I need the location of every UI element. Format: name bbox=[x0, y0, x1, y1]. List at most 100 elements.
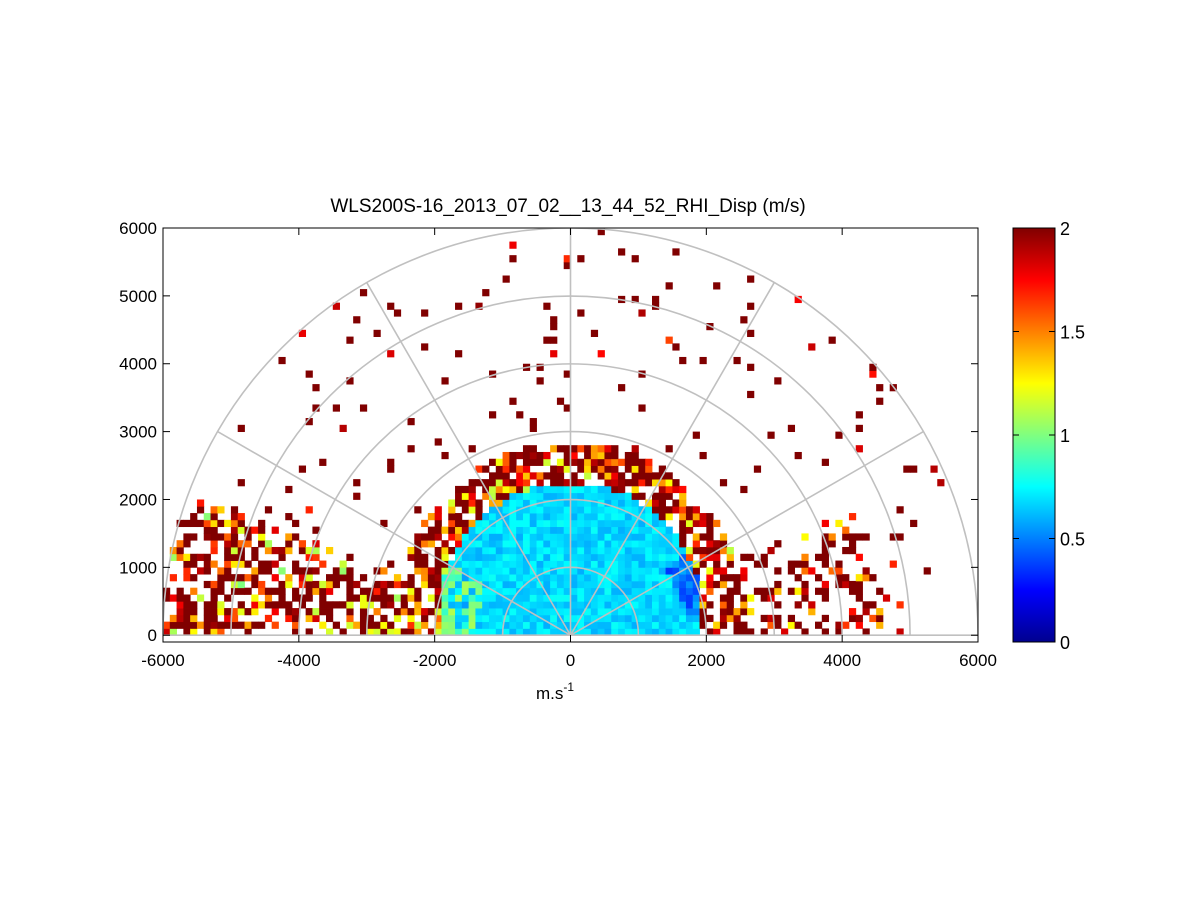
data-cell bbox=[502, 492, 510, 500]
data-cell bbox=[760, 628, 768, 636]
data-cell bbox=[312, 587, 320, 595]
data-cell bbox=[468, 506, 476, 514]
data-cell bbox=[726, 601, 734, 609]
data-cell bbox=[584, 587, 592, 595]
data-cell bbox=[516, 533, 524, 541]
data-cell bbox=[692, 621, 700, 629]
data-cell bbox=[495, 506, 503, 514]
data-cell bbox=[380, 580, 388, 589]
data-cell bbox=[889, 533, 897, 541]
data-cell bbox=[848, 608, 857, 616]
data-cell bbox=[631, 553, 639, 561]
data-cell bbox=[482, 608, 490, 616]
data-cell bbox=[509, 567, 517, 575]
data-cell bbox=[685, 519, 694, 528]
data-cell bbox=[563, 479, 571, 487]
data-cell bbox=[387, 601, 395, 609]
data-cell bbox=[713, 621, 721, 629]
data-cell bbox=[441, 601, 449, 609]
data-cell bbox=[475, 302, 483, 310]
data-cell bbox=[509, 580, 517, 589]
data-cell bbox=[529, 587, 537, 595]
data-cell bbox=[448, 594, 456, 602]
data-cell bbox=[821, 553, 829, 561]
data-cell bbox=[495, 601, 503, 609]
data-cell bbox=[475, 594, 483, 602]
data-cell bbox=[563, 499, 571, 507]
data-cell bbox=[366, 628, 374, 636]
data-cell bbox=[665, 567, 673, 575]
data-cell bbox=[747, 329, 755, 337]
y-tick-label: 1000 bbox=[119, 558, 157, 577]
data-cell bbox=[434, 628, 442, 636]
data-cell bbox=[618, 485, 626, 494]
data-cell bbox=[495, 458, 503, 466]
data-cell bbox=[312, 540, 320, 548]
data-cell bbox=[679, 499, 687, 507]
data-cell bbox=[597, 350, 605, 358]
data-cell bbox=[665, 621, 673, 629]
data-cell bbox=[604, 614, 612, 623]
data-cell bbox=[740, 316, 748, 324]
data-cell bbox=[543, 472, 551, 480]
data-cell bbox=[570, 580, 578, 589]
data-cell bbox=[611, 614, 619, 623]
data-cell bbox=[529, 418, 537, 426]
data-cell bbox=[441, 608, 449, 616]
data-cell bbox=[618, 594, 626, 602]
data-cell bbox=[631, 451, 639, 460]
data-cell bbox=[726, 614, 734, 623]
data-cell bbox=[543, 621, 551, 629]
data-cell bbox=[570, 574, 578, 582]
x-tick-label: -4000 bbox=[277, 651, 320, 670]
data-cell bbox=[509, 621, 517, 629]
data-cell bbox=[353, 316, 361, 324]
data-cell bbox=[285, 485, 293, 494]
data-cell bbox=[665, 445, 673, 453]
data-cell bbox=[828, 567, 836, 575]
data-cell bbox=[522, 451, 531, 460]
data-cell bbox=[529, 553, 537, 561]
data-cell bbox=[543, 580, 551, 589]
data-cell bbox=[455, 302, 463, 310]
data-cell bbox=[624, 621, 633, 629]
data-cell bbox=[740, 628, 748, 636]
data-cell bbox=[543, 526, 551, 534]
data-cell bbox=[550, 614, 558, 623]
data-cell bbox=[624, 553, 633, 561]
data-cell bbox=[455, 546, 463, 555]
data-cell bbox=[536, 506, 544, 514]
data-cell bbox=[570, 479, 578, 487]
data-cell bbox=[604, 560, 612, 568]
data-cell bbox=[210, 533, 218, 541]
data-cell bbox=[380, 587, 388, 595]
data-cell bbox=[692, 560, 700, 568]
data-cell bbox=[183, 608, 191, 616]
data-cell bbox=[495, 479, 503, 487]
data-cell bbox=[434, 519, 442, 528]
data-cell bbox=[258, 601, 266, 609]
data-cell bbox=[475, 560, 483, 568]
data-cell bbox=[584, 560, 592, 568]
data-cell bbox=[455, 499, 463, 507]
data-cell bbox=[292, 594, 300, 602]
data-cell bbox=[461, 506, 470, 514]
data-cell bbox=[808, 343, 816, 351]
data-cell bbox=[373, 580, 381, 589]
data-cell bbox=[584, 458, 592, 466]
data-cell bbox=[563, 404, 571, 412]
data-cell bbox=[502, 628, 510, 636]
data-cell bbox=[550, 587, 558, 595]
data-cell bbox=[475, 614, 483, 623]
data-cell bbox=[577, 608, 585, 616]
data-cell bbox=[584, 553, 592, 561]
data-cell bbox=[821, 560, 829, 568]
data-cell bbox=[543, 485, 551, 494]
data-cell bbox=[624, 506, 633, 514]
data-cell bbox=[393, 580, 402, 589]
data-cell bbox=[645, 587, 653, 595]
data-cell bbox=[692, 546, 700, 555]
data-cell bbox=[862, 567, 870, 575]
data-cell bbox=[835, 567, 843, 575]
data-cell bbox=[631, 614, 639, 623]
